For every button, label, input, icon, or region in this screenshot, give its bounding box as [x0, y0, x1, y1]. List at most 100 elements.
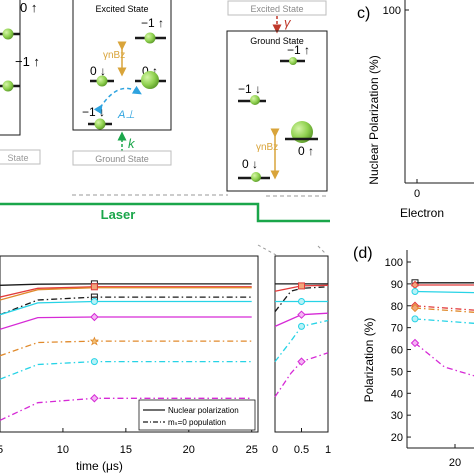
y-tick-label: 90 — [391, 279, 403, 291]
main-plot-lines — [0, 280, 252, 421]
y-tick-label: 50 — [391, 366, 403, 378]
gs-level-0up: 0 ↑ — [298, 144, 314, 158]
series-line-7 — [414, 342, 474, 377]
left-energy-diagram: 0 ↑ −1 ↑ State — [0, 0, 41, 165]
flip-flop-arrow — [93, 85, 142, 115]
data-marker — [411, 288, 419, 296]
series-line-4 — [414, 305, 474, 311]
excited-state-diagram: Excited State −1 ↑ γnBz 0 ↓ 0 ↑ A⊥ −1 ↓ … — [72, 0, 172, 166]
laser-label: Laser — [101, 207, 136, 222]
series-line-6 — [274, 319, 329, 362]
spin-ball — [251, 172, 261, 182]
main-plot: 5 10 15 20 25 time (μs) Nuclear polarization… — [0, 255, 259, 473]
spin-ball — [96, 75, 108, 87]
x-tick-label: 20 — [183, 444, 195, 456]
y-tick-label: 70 — [391, 323, 403, 335]
y-tick-label: 60 — [391, 345, 403, 357]
data-marker — [298, 282, 305, 290]
gs-level-m1up: −1 ↑ — [287, 43, 310, 57]
data-marker — [410, 303, 420, 313]
y-tick-label: 30 — [391, 410, 403, 422]
data-marker — [89, 336, 99, 346]
data-marker — [90, 394, 99, 403]
series-line-8 — [0, 360, 252, 380]
data-marker — [298, 297, 305, 305]
x-tick-label: 15 — [120, 444, 132, 456]
spin-ball — [94, 118, 106, 130]
panel-c: c) 100 0 Electron Nuclear Polarization (… — [357, 0, 474, 220]
series-line-3 — [274, 286, 329, 313]
gs-zeeman-label: γnBz — [256, 142, 278, 153]
left-level-m1up: −1 ↑ — [15, 54, 40, 69]
spin-ball-large — [141, 71, 159, 89]
gs-level-0down: 0 ↓ — [242, 157, 258, 171]
x-tick-label: 0.5 — [294, 444, 309, 456]
y-tick-label: 100 — [385, 257, 403, 269]
x-tick-label: 20 — [449, 457, 461, 469]
data-marker — [410, 338, 420, 348]
spin-ball-small — [289, 57, 297, 65]
panel-d-y-ticks: 20 30 40 50 60 70 80 90 100 — [385, 257, 411, 444]
legend-solid-label: Nuclear polarization — [168, 406, 239, 415]
spin-ball — [144, 32, 156, 44]
x-tick-label: 0 — [272, 444, 278, 456]
legend: Nuclear polarization mₛ=0 population — [138, 399, 256, 431]
series-line-6 — [0, 316, 252, 330]
series-line-7 — [274, 352, 329, 398]
main-x-ticks: 5 10 15 20 25 — [0, 428, 258, 456]
x-tick-label: 25 — [246, 444, 258, 456]
spin-ball — [250, 95, 260, 105]
panel-c-ytick: 100 — [383, 5, 401, 17]
data-marker — [90, 358, 98, 366]
y-tick-label: 80 — [391, 301, 403, 313]
series-line-3 — [0, 287, 252, 301]
data-marker — [298, 322, 305, 330]
series-line-5 — [414, 307, 474, 313]
ground-state-diagram: Excited State γ Ground State −1 ↑ −1 ↓ γ… — [226, 0, 328, 192]
legend-dashdot-label: mₛ=0 population — [168, 418, 226, 427]
spin-ball — [2, 28, 14, 40]
gs-level-m1down: −1 ↓ — [238, 82, 261, 96]
panel-c-ylabel: Nuclear Polarization (%) — [367, 55, 381, 184]
zeeman-label: γnBz — [103, 50, 125, 61]
panel-d: (d) 20 30 40 50 60 70 80 90 100 20 Polarization … — [353, 245, 474, 469]
left-level-0up: 0 ↑ — [20, 0, 37, 15]
data-marker — [90, 283, 98, 291]
x-tick-label: 1 — [325, 444, 331, 456]
panel-d-lines — [410, 279, 474, 377]
main-plot-frame — [0, 255, 259, 433]
panel-c-xlabel: Electron — [400, 206, 444, 220]
series-line-7 — [0, 340, 252, 357]
middle-plot-lines — [274, 282, 329, 398]
series-line-9 — [0, 397, 252, 421]
decay-label: γ — [284, 15, 292, 30]
data-marker — [90, 312, 99, 322]
series-line-4 — [0, 296, 252, 316]
level-label-0down: 0 ↓ — [90, 64, 106, 78]
level-label-m1down: −1 ↓ — [82, 105, 105, 119]
ground-state-title: Ground State — [250, 36, 304, 46]
spin-ball — [2, 80, 14, 92]
coupling-label: A⊥ — [117, 109, 135, 121]
panel-c-label: c) — [357, 5, 370, 22]
panel-d-label: (d) — [353, 245, 373, 262]
series-line-1 — [0, 283, 252, 286]
x-tick-label: 5 — [0, 444, 3, 456]
y-tick-label: 40 — [391, 388, 403, 400]
panel-c-xtick: 0 — [414, 188, 420, 200]
middle-plot-frame — [274, 255, 329, 433]
middle-x-ticks: 0 0.5 1 — [272, 428, 331, 456]
main-x-label: time (μs) — [76, 459, 123, 473]
middle-plot: 0 0.5 1 — [272, 255, 331, 456]
level-label-m1up: −1 ↑ — [141, 16, 164, 30]
data-marker — [297, 357, 306, 366]
series-line-3 — [414, 290, 474, 294]
panel-d-x-ticks: 20 — [449, 444, 461, 469]
laser-trace: Laser — [0, 202, 330, 223]
spin-ball-large — [291, 121, 313, 143]
data-marker — [297, 310, 306, 319]
left-footer: State — [7, 153, 28, 163]
series-line-5 — [0, 300, 252, 316]
panel-d-ylabel: Polarization (%) — [362, 318, 376, 403]
